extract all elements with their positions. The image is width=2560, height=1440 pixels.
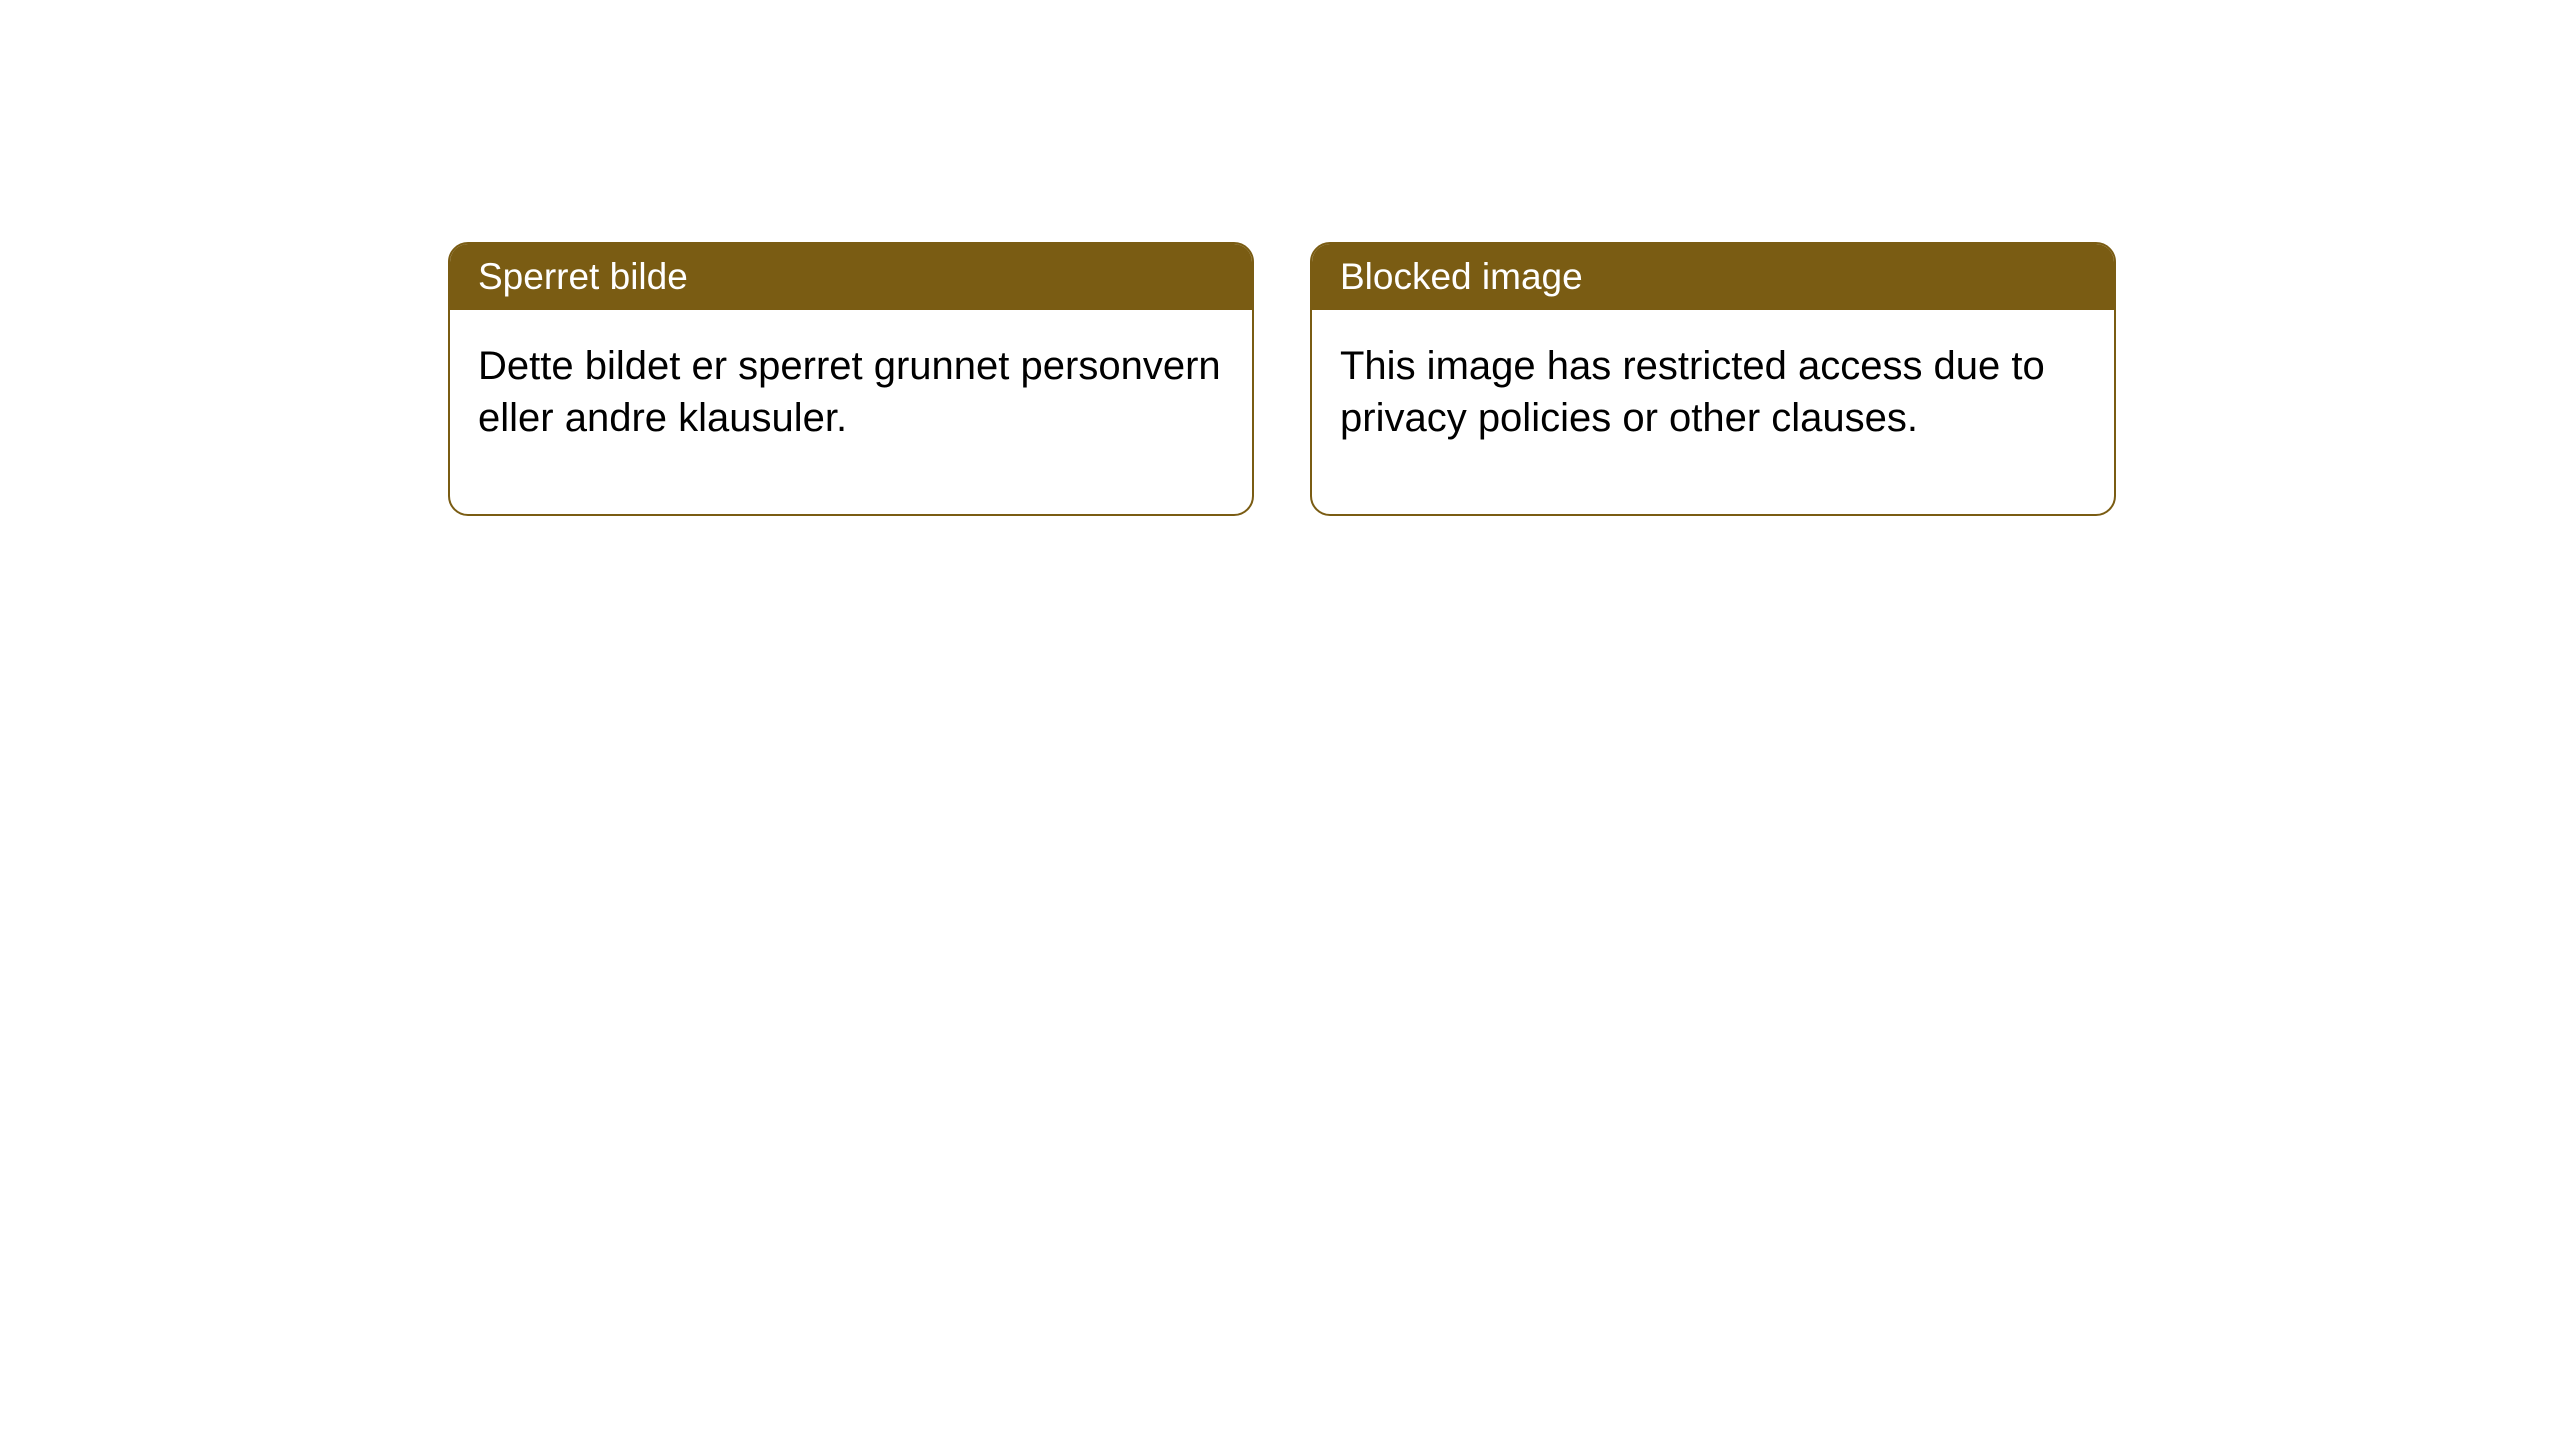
notice-card-norwegian: Sperret bilde Dette bildet er sperret gr…: [448, 242, 1254, 516]
notice-container: Sperret bilde Dette bildet er sperret gr…: [448, 242, 2116, 516]
notice-card-english: Blocked image This image has restricted …: [1310, 242, 2116, 516]
notice-title: Blocked image: [1312, 244, 2114, 310]
notice-body: Dette bildet er sperret grunnet personve…: [450, 310, 1252, 514]
notice-body: This image has restricted access due to …: [1312, 310, 2114, 514]
notice-title: Sperret bilde: [450, 244, 1252, 310]
